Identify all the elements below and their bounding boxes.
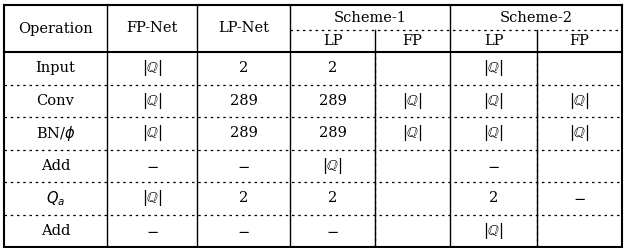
Text: 289: 289 xyxy=(319,94,346,108)
Text: Add: Add xyxy=(41,224,70,238)
Text: $-$: $-$ xyxy=(237,159,250,173)
Text: $|\mathbb{Q}|$: $|\mathbb{Q}|$ xyxy=(402,123,423,143)
Text: LP: LP xyxy=(484,34,503,48)
Text: FP: FP xyxy=(570,34,590,48)
Text: $-$: $-$ xyxy=(237,224,250,238)
Text: 289: 289 xyxy=(230,126,257,140)
Text: Scheme-2: Scheme-2 xyxy=(500,10,573,25)
Text: FP: FP xyxy=(403,34,423,48)
Text: Input: Input xyxy=(36,61,76,75)
Text: $|\mathbb{Q}|$: $|\mathbb{Q}|$ xyxy=(483,91,504,111)
Text: $|\mathbb{Q}|$: $|\mathbb{Q}|$ xyxy=(483,221,504,241)
Text: $-$: $-$ xyxy=(487,159,500,173)
Text: $|\mathbb{Q}|$: $|\mathbb{Q}|$ xyxy=(483,58,504,78)
Text: Add: Add xyxy=(41,159,70,173)
Text: $|\mathbb{Q}|$: $|\mathbb{Q}|$ xyxy=(483,123,504,143)
Text: Operation: Operation xyxy=(18,22,93,35)
Text: $-$: $-$ xyxy=(146,224,158,238)
Text: $-$: $-$ xyxy=(573,191,586,205)
Text: $|\mathbb{Q}|$: $|\mathbb{Q}|$ xyxy=(141,123,162,143)
Text: LP: LP xyxy=(323,34,342,48)
Text: $|\mathbb{Q}|$: $|\mathbb{Q}|$ xyxy=(569,123,590,143)
Text: 2: 2 xyxy=(239,191,248,205)
Text: 2: 2 xyxy=(239,61,248,75)
Text: $|\mathbb{Q}|$: $|\mathbb{Q}|$ xyxy=(569,91,590,111)
Text: $-$: $-$ xyxy=(146,159,158,173)
Text: $|\mathbb{Q}|$: $|\mathbb{Q}|$ xyxy=(141,188,162,208)
Text: Scheme-1: Scheme-1 xyxy=(334,10,406,25)
Text: $|\mathbb{Q}|$: $|\mathbb{Q}|$ xyxy=(322,156,343,176)
Text: $Q_a$: $Q_a$ xyxy=(46,189,65,208)
Text: 289: 289 xyxy=(230,94,257,108)
Text: $|\mathbb{Q}|$: $|\mathbb{Q}|$ xyxy=(402,91,423,111)
Text: LP-Net: LP-Net xyxy=(218,22,269,35)
Text: $-$: $-$ xyxy=(326,224,339,238)
Text: $|\mathbb{Q}|$: $|\mathbb{Q}|$ xyxy=(141,58,162,78)
Text: Conv: Conv xyxy=(36,94,74,108)
Text: 2: 2 xyxy=(328,61,337,75)
Text: 289: 289 xyxy=(319,126,346,140)
Text: BN/$\phi$: BN/$\phi$ xyxy=(36,124,75,143)
Text: 2: 2 xyxy=(328,191,337,205)
Text: FP-Net: FP-Net xyxy=(126,22,178,35)
Text: $|\mathbb{Q}|$: $|\mathbb{Q}|$ xyxy=(141,91,162,111)
Text: 2: 2 xyxy=(489,191,498,205)
